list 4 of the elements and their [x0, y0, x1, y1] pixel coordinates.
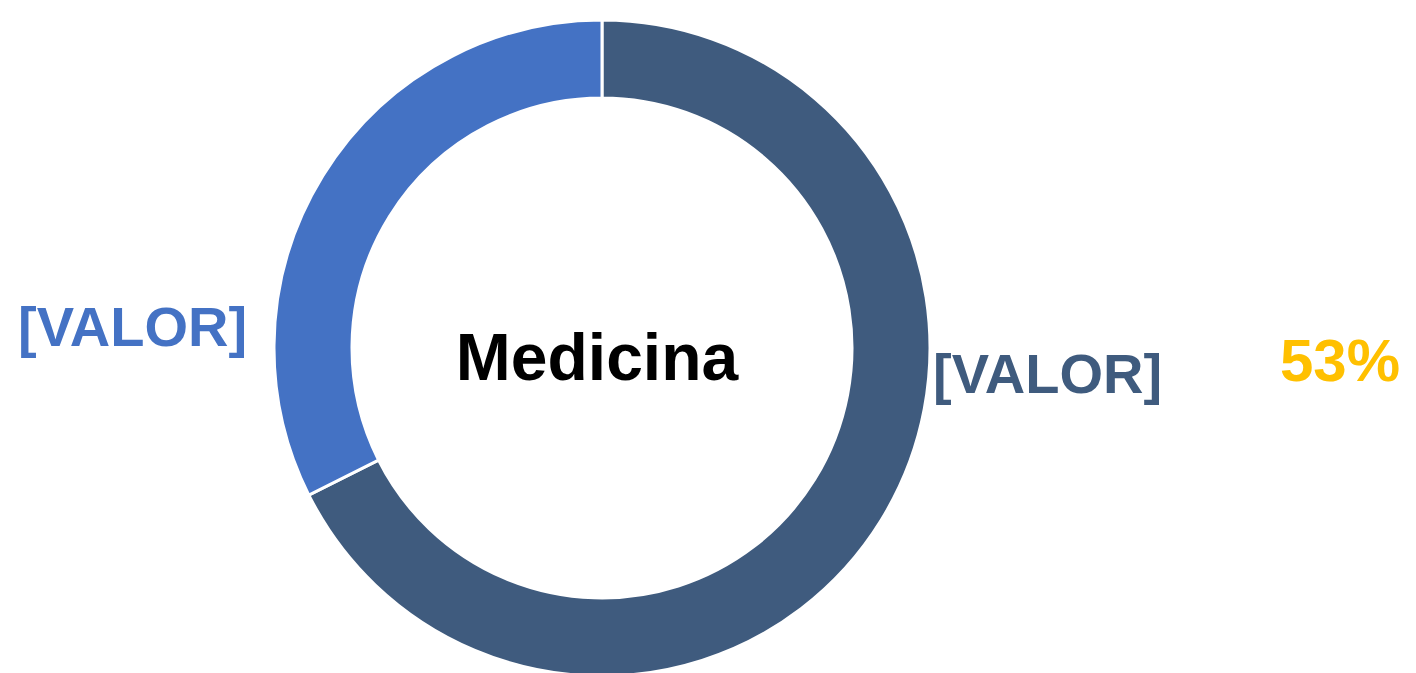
- text: Medicina: [455, 320, 740, 395]
- data-label: [VALOR]: [18, 294, 248, 358]
- text: 53%: [1279, 326, 1400, 394]
- data-label: [VALOR]: [933, 341, 1163, 405]
